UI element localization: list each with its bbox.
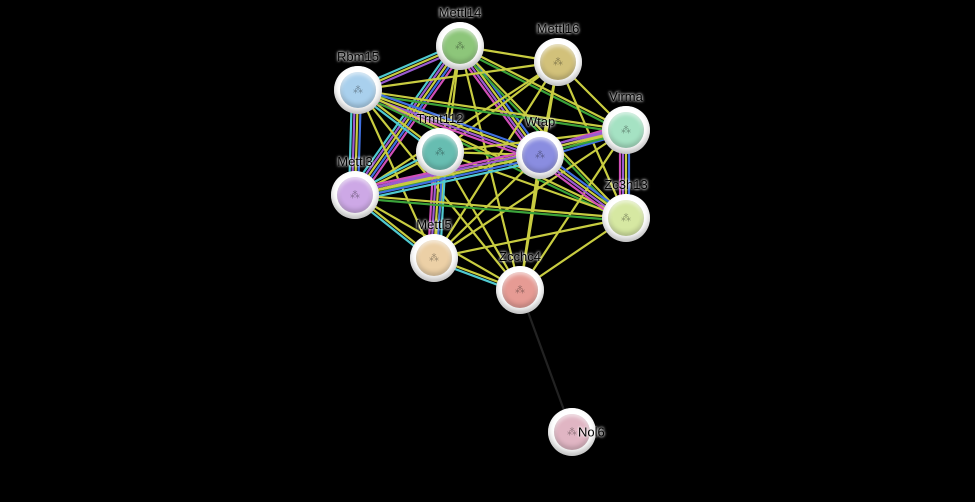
node-outer-circle: ⁂ [416,128,464,176]
protein-structure-icon: ⁂ [422,134,458,170]
protein-structure-icon: ⁂ [416,240,452,276]
protein-structure-icon: ⁂ [340,72,376,108]
node-outer-circle: ⁂ [534,38,582,86]
protein-structure-icon: ⁂ [522,137,558,173]
node-wtap[interactable]: ⁂Wtap [516,131,564,179]
node-outer-circle: ⁂ [602,106,650,154]
node-virma[interactable]: ⁂Virma [602,106,650,154]
protein-structure-icon: ⁂ [554,414,590,450]
protein-structure-icon: ⁂ [540,44,576,80]
node-mettl5[interactable]: ⁂Mettl5 [410,234,458,282]
node-outer-circle: ⁂ [602,194,650,242]
protein-structure-icon: ⁂ [337,177,373,213]
protein-structure-icon: ⁂ [442,28,478,64]
protein-structure-icon: ⁂ [608,112,644,148]
network-edges-svg [0,0,975,502]
node-rbm15[interactable]: ⁂Rbm15 [334,66,382,114]
node-outer-circle: ⁂ [436,22,484,70]
node-zcchc4[interactable]: ⁂Zcchc4 [496,266,544,314]
node-trmt112[interactable]: ⁂Trmt112 [416,128,464,176]
node-outer-circle: ⁂ [331,171,379,219]
protein-structure-icon: ⁂ [608,200,644,236]
node-outer-circle: ⁂ [516,131,564,179]
node-outer-circle: ⁂ [548,408,596,456]
node-mettl3[interactable]: ⁂Mettl3 [331,171,379,219]
node-mettl14[interactable]: ⁂Mettl14 [436,22,484,70]
node-outer-circle: ⁂ [496,266,544,314]
node-outer-circle: ⁂ [334,66,382,114]
node-outer-circle: ⁂ [410,234,458,282]
node-mettl16[interactable]: ⁂Mettl16 [534,38,582,86]
node-zc3h13[interactable]: ⁂Zc3h13 [602,194,650,242]
node-nol6[interactable]: ⁂Nol6 [548,408,596,456]
protein-structure-icon: ⁂ [502,272,538,308]
